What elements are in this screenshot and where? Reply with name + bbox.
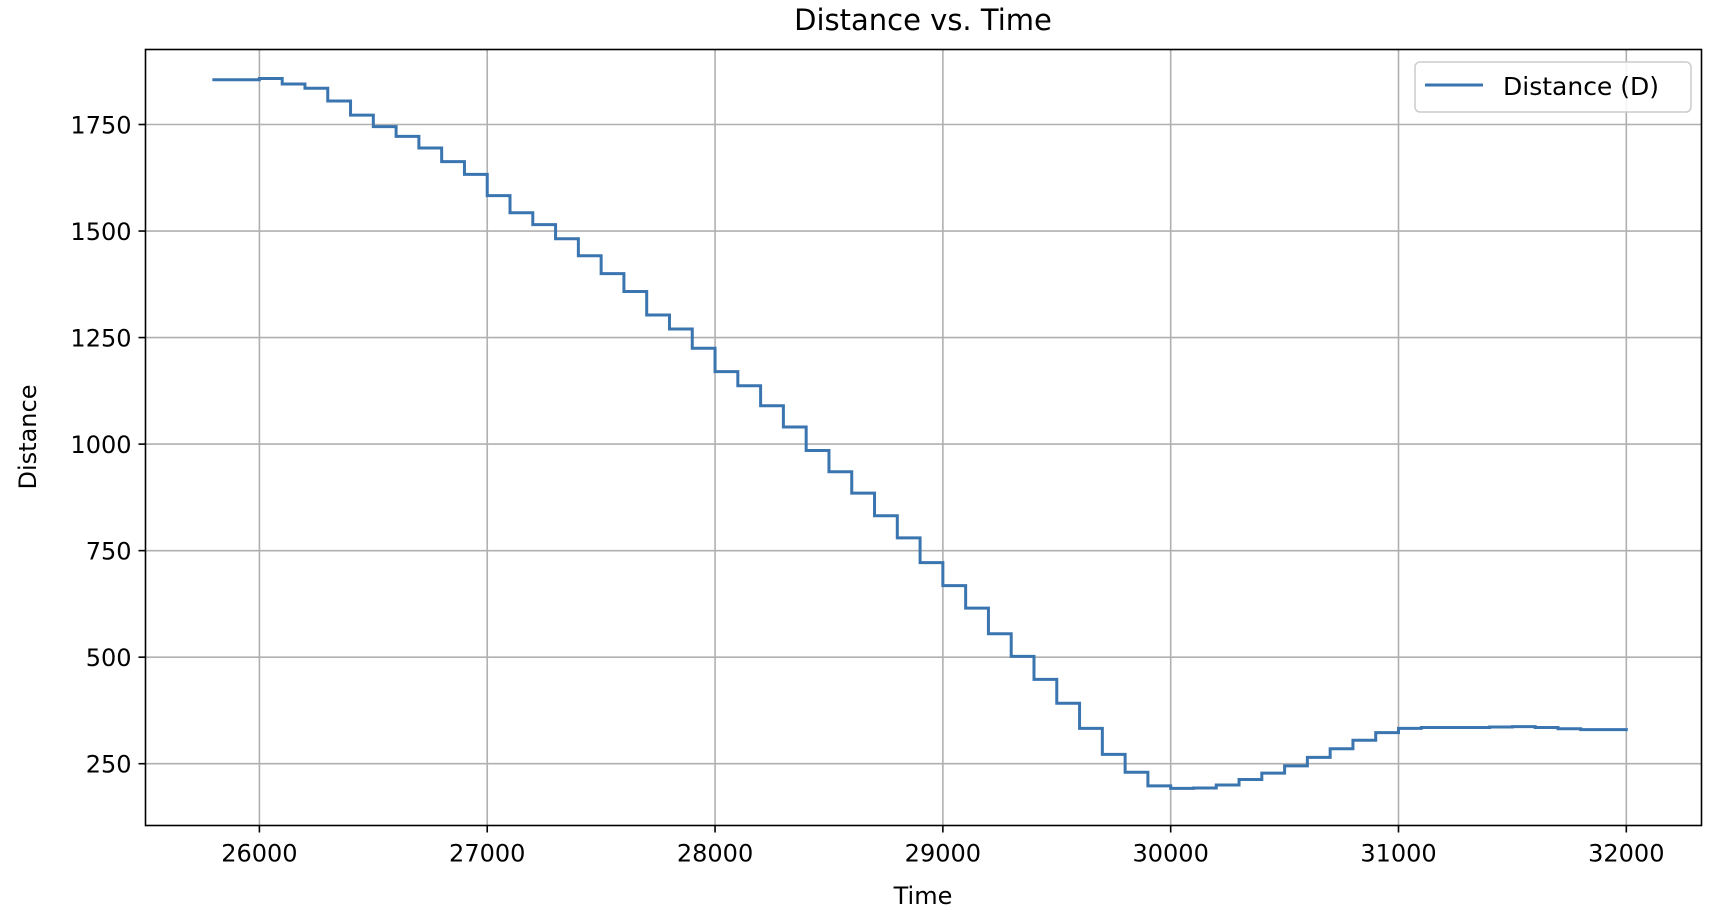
x-tick-label: 26000 — [221, 840, 297, 868]
x-tick-label: 28000 — [677, 840, 753, 868]
y-tick-label: 500 — [86, 644, 132, 672]
grid-lines — [145, 49, 1702, 826]
y-tick-label: 1000 — [70, 431, 131, 459]
chart-title: Distance vs. Time — [794, 3, 1052, 37]
y-axis-ticks: 250 500 750 1000 1250 1500 1750 — [70, 112, 146, 779]
y-tick-label: 1250 — [70, 325, 131, 353]
plot-area — [212, 76, 1628, 790]
x-tick-label: 29000 — [905, 840, 981, 868]
legend: Distance (D) — [1414, 61, 1692, 113]
y-axis-label: Distance — [14, 385, 42, 490]
plot-frame — [144, 48, 1703, 827]
y-tick-label: 1750 — [70, 112, 131, 140]
x-tick-label: 27000 — [449, 840, 525, 868]
y-tick-label: 1500 — [70, 218, 131, 246]
x-tick-label: 32000 — [1588, 840, 1664, 868]
series-line-distance — [212, 76, 1628, 790]
legend-box — [1414, 61, 1692, 113]
x-tick-label: 30000 — [1133, 840, 1209, 868]
x-axis-ticks: 26000 27000 28000 29000 30000 31000 32000 — [221, 825, 1664, 868]
x-tick-label: 31000 — [1360, 840, 1436, 868]
legend-label-distance: Distance (D) — [1503, 72, 1659, 101]
x-axis-label: Time — [893, 882, 953, 910]
y-tick-label: 250 — [86, 751, 132, 779]
y-tick-label: 750 — [86, 538, 132, 566]
